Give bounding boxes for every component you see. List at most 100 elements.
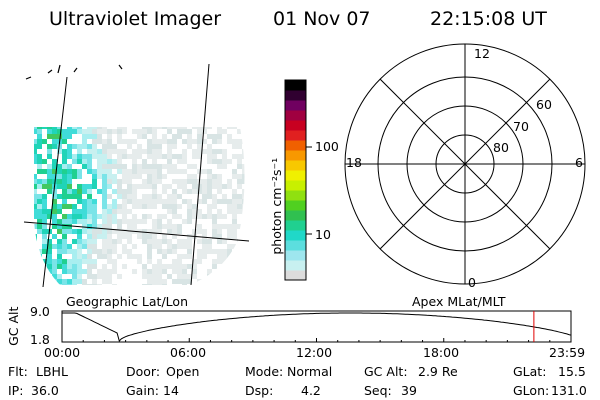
image-pixel: [92, 244, 97, 249]
colorbar-cell: [285, 270, 306, 281]
image-pixel: [242, 194, 245, 199]
image-pixel: [117, 259, 122, 264]
image-pixel: [47, 154, 52, 159]
image-pixel: [62, 169, 67, 174]
image-pixel: [247, 179, 252, 184]
image-pixel: [87, 229, 92, 234]
image-pixel: [202, 214, 207, 219]
colorbar-cell: [285, 100, 306, 111]
image-pixel: [127, 154, 132, 159]
image-pixel: [222, 269, 227, 274]
image-pixel: [217, 254, 222, 259]
image-pixel: [82, 159, 87, 164]
image-pixel: [187, 134, 192, 139]
image-pixel: [237, 254, 242, 259]
image-pixel: [67, 269, 72, 274]
image-pixel: [232, 127, 237, 129]
image-pixel: [147, 169, 152, 174]
image-pixel: [117, 229, 122, 234]
image-pixel: [182, 199, 187, 204]
image-pixel: [37, 199, 42, 204]
image-pixel: [137, 189, 142, 194]
image-pixel: [107, 249, 112, 254]
image-pixel: [182, 239, 187, 244]
image-pixel: [112, 264, 117, 269]
image-pixel: [117, 279, 122, 284]
image-pixel: [92, 154, 97, 159]
image-pixel: [112, 284, 117, 285]
colorbar-cell: [285, 210, 306, 221]
image-pixel: [102, 144, 107, 149]
image-pixel: [177, 234, 182, 239]
image-pixel: [152, 264, 157, 269]
image-pixel: [67, 174, 72, 179]
image-pixel: [197, 204, 202, 209]
image-pixel: [207, 134, 212, 139]
image-pixel: [97, 239, 102, 244]
image-pixel: [147, 164, 152, 169]
image-pixel: [152, 139, 157, 144]
image-pixel: [34, 269, 37, 274]
image-pixel: [167, 189, 172, 194]
stray-marks: [25, 64, 123, 80]
image-pixel: [212, 249, 217, 254]
image-pixel: [212, 154, 217, 159]
image-pixel: [227, 239, 232, 244]
image-pixel: [117, 264, 122, 269]
image-pixel: [102, 254, 107, 259]
image-pixel: [232, 209, 237, 214]
image-pixel: [57, 219, 62, 224]
image-pixel: [122, 239, 127, 244]
image-pixel: [192, 269, 197, 274]
image-pixel: [42, 219, 47, 224]
image-pixel: [207, 184, 212, 189]
image-pixel: [47, 264, 52, 269]
image-pixel: [242, 229, 245, 234]
image-pixel: [172, 269, 177, 274]
image-pixel: [102, 134, 107, 139]
image-pixel: [102, 249, 107, 254]
image-pixel: [182, 269, 187, 274]
image-pixel: [242, 164, 245, 169]
image-pixel: [217, 274, 222, 279]
image-pixel: [92, 204, 97, 209]
image-pixel: [157, 204, 162, 209]
image-pixel: [52, 279, 57, 284]
image-pixel: [92, 174, 97, 179]
image-pixel: [187, 224, 192, 229]
footer-seq-val: 39: [401, 383, 417, 398]
image-pixel: [237, 214, 242, 219]
image-pixel: [162, 239, 167, 244]
image-pixel: [92, 179, 97, 184]
image-pixel: [217, 174, 222, 179]
image-pixel: [142, 274, 147, 279]
image-pixel: [92, 269, 97, 274]
image-pixel: [42, 144, 47, 149]
image-pixel: [72, 127, 77, 129]
image-pixel: [192, 134, 197, 139]
image-pixel: [97, 234, 102, 239]
image-pixel: [247, 144, 252, 149]
image-pixel: [127, 144, 132, 149]
image-pixel: [187, 179, 192, 184]
colorbar-cell: [285, 150, 306, 161]
image-pixel: [112, 164, 117, 169]
image-pixel: [207, 244, 212, 249]
image-pixel: [182, 184, 187, 189]
image-pixel: [52, 264, 57, 269]
image-pixel: [37, 154, 42, 159]
image-pixel: [167, 194, 172, 199]
image-pixel: [152, 169, 157, 174]
image-pixel: [157, 219, 162, 224]
image-pixel: [82, 259, 87, 264]
image-pixel: [87, 279, 92, 284]
image-pixel: [34, 179, 37, 184]
lat-label-70: 70: [513, 119, 529, 134]
image-pixel: [177, 179, 182, 184]
image-pixel: [87, 234, 92, 239]
image-pixel: [207, 164, 212, 169]
image-pixel: [217, 184, 222, 189]
image-pixel: [34, 184, 37, 189]
image-pixel: [192, 199, 197, 204]
footer-seq-key: Seq:: [364, 383, 392, 398]
